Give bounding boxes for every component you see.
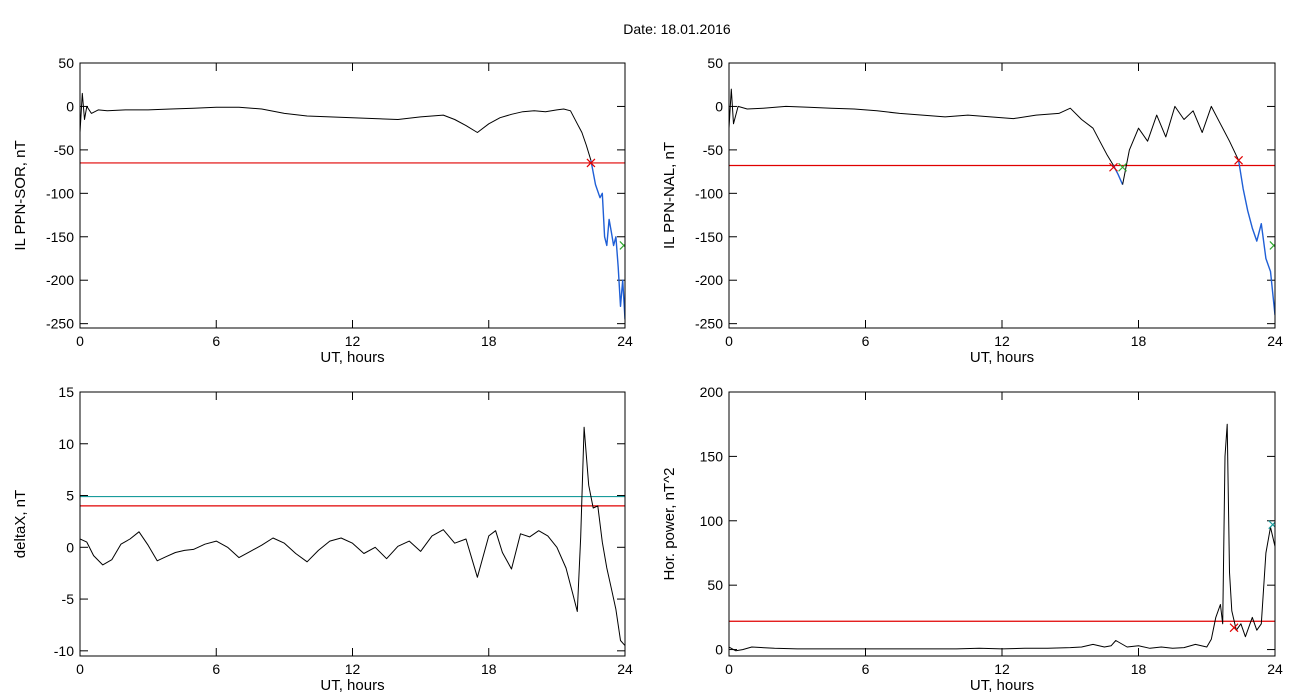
y-tick-label: -150 [46, 229, 74, 245]
y-tick-label: 5 [66, 488, 74, 504]
y-tick-label: -150 [695, 229, 723, 245]
panel-deltax: deltaX, nT UT, hours 0 6 12 18 24 15 10 5 0 -5 -10 [12, 384, 633, 694]
y-tick-label: -100 [46, 185, 74, 201]
x-marker [1109, 162, 1118, 172]
x-tick-label: 24 [617, 661, 633, 677]
y-tick-label: -50 [703, 142, 723, 158]
y-tick-label: 0 [715, 642, 723, 658]
x-tick-label: 18 [481, 661, 497, 677]
series-segment [590, 160, 625, 320]
x-axis-label: UT, hours [320, 349, 384, 366]
x-tick-label: 24 [1267, 333, 1283, 349]
series-trace [729, 88, 1114, 166]
y-tick-label: 50 [707, 55, 723, 71]
y-tick-label: -200 [695, 272, 723, 288]
series-trace [80, 92, 592, 161]
x-tick-label: 0 [76, 661, 84, 677]
panel-horizontal-power: Hor. power, nT^2 UT, hours 0 6 12 18 24 200 15… [661, 384, 1283, 694]
x-marker [586, 158, 596, 168]
x-marker [619, 241, 625, 250]
y-tick-label: -250 [46, 316, 74, 332]
x-tick-label: 18 [481, 333, 497, 349]
y-tick-label: 0 [66, 539, 74, 555]
plot-area [80, 92, 625, 320]
page-title: Date: 18.01.2016 [623, 21, 731, 37]
y-tick-label: 200 [700, 384, 724, 400]
x-tick-label: 12 [994, 333, 1010, 349]
y-axis-label: IL PPN-NAL, nT [661, 142, 678, 249]
x-marker [1269, 241, 1275, 250]
x-marker [1234, 155, 1244, 165]
panel-il-ppn-nal: IL PPN-NAL, nT UT, hours 0 6 12 18 24 50 0 -50 -… [661, 55, 1283, 366]
plot-frame [79, 391, 626, 657]
x-tick-label: 0 [725, 661, 733, 677]
plot-frame [79, 62, 626, 329]
series-segment [1237, 160, 1275, 316]
y-axis-label: deltaX, nT [12, 490, 29, 558]
y-tick-label: 150 [700, 448, 724, 464]
y-tick-label: -200 [46, 272, 74, 288]
y-tick-label: 0 [66, 98, 74, 114]
y-tick-label: 10 [58, 436, 74, 452]
x-tick-label: 12 [345, 661, 361, 677]
plot-frame [728, 62, 1276, 329]
x-tick-label: 0 [725, 333, 733, 349]
y-axis-label: IL PPN-SOR, nT [12, 140, 29, 250]
y-tick-label: 15 [58, 384, 74, 400]
x-axis-label: UT, hours [970, 349, 1034, 366]
x-tick-label: 12 [345, 333, 361, 349]
y-tick-label: 100 [700, 513, 724, 529]
x-tick-label: 6 [212, 333, 220, 349]
x-tick-label: 12 [994, 661, 1010, 677]
x-tick-label: 6 [862, 661, 870, 677]
x-marker [1229, 623, 1239, 633]
x-tick-label: 24 [617, 333, 633, 349]
x-axis-label: UT, hours [970, 677, 1034, 694]
panel-il-ppn-sor: IL PPN-SOR, nT UT, hours 0 6 12 18 24 50 0 -50 -… [12, 55, 633, 366]
x-tick-label: 6 [212, 661, 220, 677]
y-tick-label: 50 [707, 577, 723, 593]
y-tick-label: -50 [54, 142, 74, 158]
plot-area [729, 423, 1275, 652]
y-axis-label: Hor. power, nT^2 [661, 468, 678, 581]
series-trace [729, 423, 1275, 652]
y-tick-label: -250 [695, 316, 723, 332]
y-tick-label: -100 [695, 185, 723, 201]
x-marker [1268, 520, 1275, 530]
plot-frame [728, 391, 1276, 657]
series-trace [1122, 105, 1240, 185]
series-trace [80, 426, 625, 646]
y-tick-label: -5 [62, 591, 75, 607]
x-axis-label: UT, hours [320, 677, 384, 694]
y-tick-label: -10 [54, 643, 74, 659]
x-tick-label: 6 [862, 333, 870, 349]
x-marker [1118, 162, 1127, 172]
y-tick-label: 0 [715, 98, 723, 114]
x-tick-label: 18 [1131, 333, 1147, 349]
x-tick-label: 18 [1131, 661, 1147, 677]
plot-area [729, 88, 1275, 316]
plot-area [80, 426, 625, 646]
x-tick-label: 24 [1267, 661, 1283, 677]
x-tick-label: 0 [76, 333, 84, 349]
y-tick-label: 50 [58, 55, 74, 71]
